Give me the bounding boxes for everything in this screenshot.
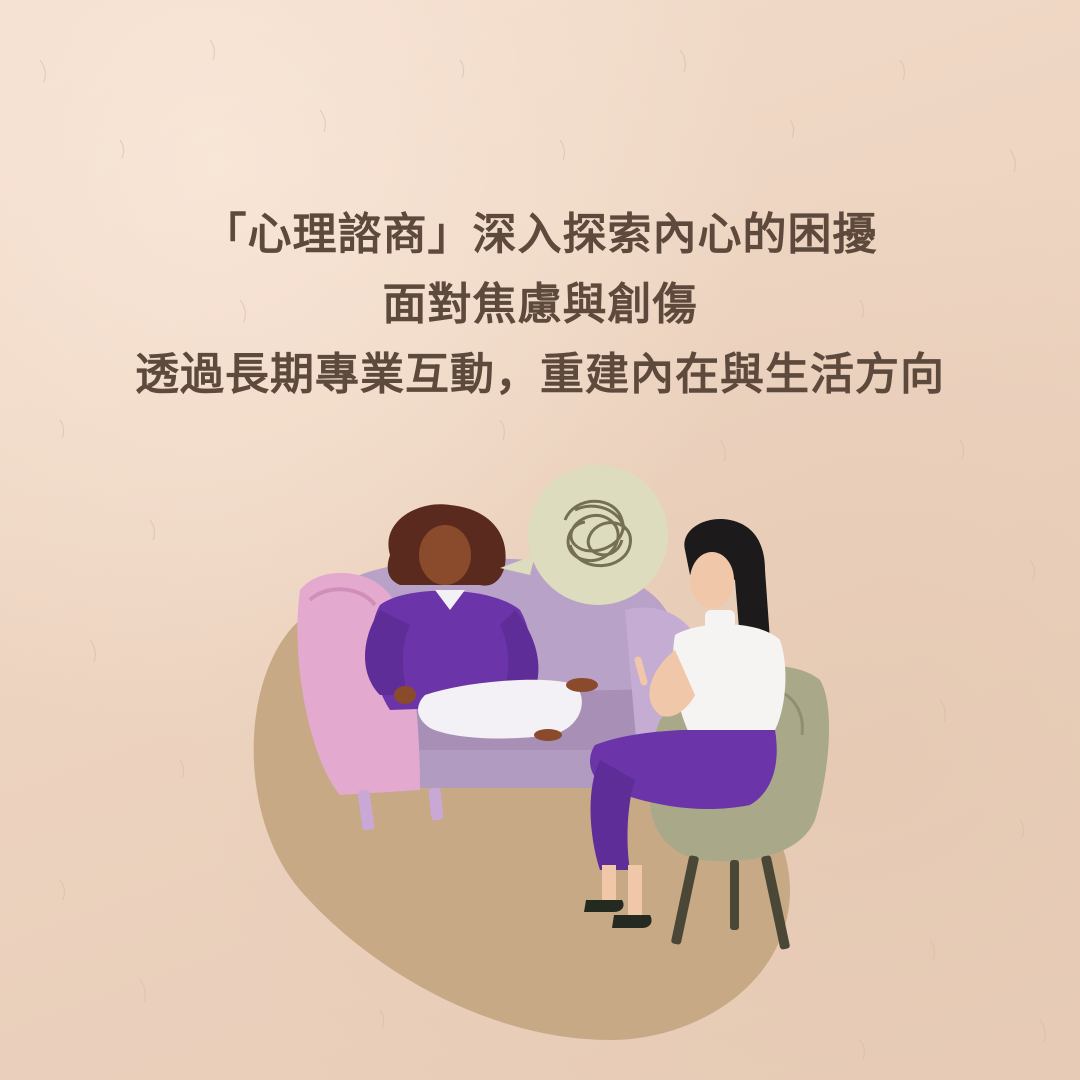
therapist-figure <box>584 519 786 928</box>
headline-line-1: 「心理諮商」深入探索內心的困擾 <box>202 209 878 260</box>
headline: 「心理諮商」深入探索內心的困擾 面對焦慮與創傷 透過長期專業互動，重建內在與生活… <box>0 200 1080 410</box>
headline-line-3: 透過長期專業互動，重建內在與生活方向 <box>135 349 945 400</box>
therapy-illustration <box>253 465 830 1040</box>
tangled-scribble-icon <box>563 499 632 568</box>
speech-bubble-icon <box>500 465 668 605</box>
headline-line-2: 面對焦慮與創傷 <box>382 279 698 330</box>
client-figure <box>365 504 598 741</box>
